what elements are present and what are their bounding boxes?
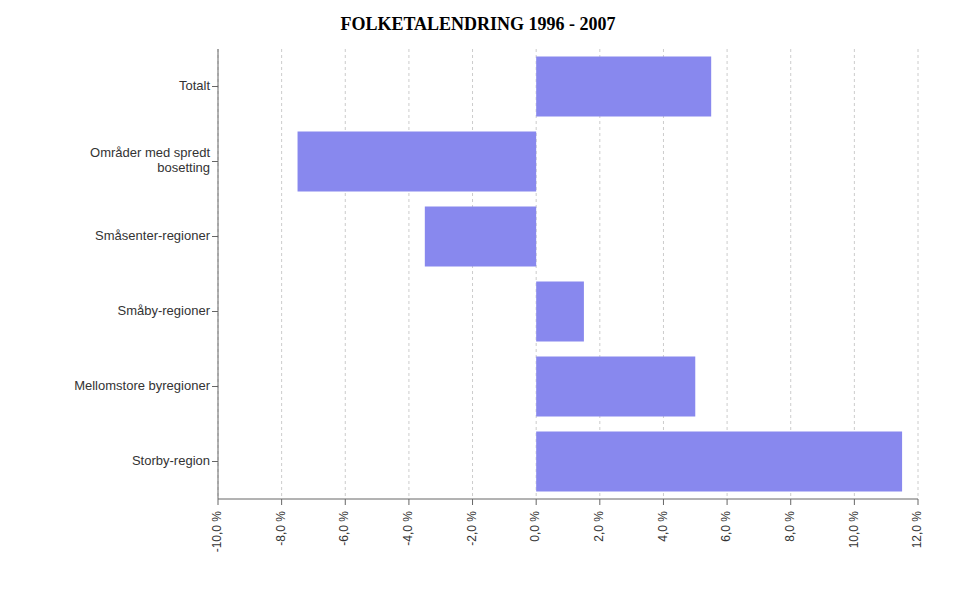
svg-text:Storby-region: Storby-region [132,453,210,468]
svg-text:Totalt: Totalt [179,78,210,93]
svg-text:Områder med spredtbosetting: Områder med spredtbosetting [90,145,210,175]
svg-text:8,0 %: 8,0 % [783,511,797,542]
svg-text:4,0 %: 4,0 % [656,511,670,542]
html-text:FOLKETALENDRING 1996 - 2007: FOLKETALENDRING 1996 - 2007 [340,14,616,34]
svg-text:Småsenter-regioner: Småsenter-regioner [95,228,211,243]
svg-text:Mellomstore byregioner: Mellomstore byregioner [74,378,211,393]
svg-text:Småby-regioner: Småby-regioner [118,303,211,318]
svg-text:-4,0 %: -4,0 % [401,511,415,546]
svg-text:-2,0 %: -2,0 % [465,511,479,546]
svg-text:-6,0 %: -6,0 % [337,511,351,546]
svg-text:-10,0 %: -10,0 % [210,511,224,553]
svg-text:6,0 %: 6,0 % [719,511,733,542]
svg-text:0,0 %: 0,0 % [528,511,542,542]
svg-text:2,0 %: 2,0 % [592,511,606,542]
svg-text:-8,0 %: -8,0 % [274,511,288,546]
svg-text:10,0 %: 10,0 % [847,511,861,549]
svg-text:12,0 %: 12,0 % [910,511,924,549]
